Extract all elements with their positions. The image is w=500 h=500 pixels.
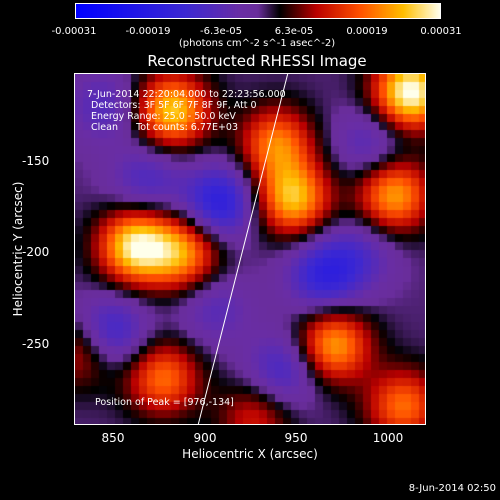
colorbar-tick: 6.3e-05 [274,26,314,37]
colorbar-units: (photons cm^-2 s^-1 asec^-2) [178,38,336,49]
x-tick-label: 850 [101,431,125,445]
counts-annotation: Clean Tot counts: 6.77E+03 [91,122,238,133]
y-tick-label: -200 [22,245,50,259]
peak-position-annotation: Position of Peak = [976,-134] [95,397,234,408]
colorbar-tick: -0.00031 [51,26,97,37]
y-axis-label: Heliocentric Y (arcsec) [11,181,25,317]
x-tick-label: 900 [193,431,217,445]
plot-area: 7-Jun-2014 22:20:04.000 to 22:23:56.000 … [74,73,426,425]
colorbar-tick: 0.00031 [420,26,462,37]
plot-overlay [197,74,289,424]
solar-limb-line [197,74,289,424]
x-tick-label: 950 [284,431,308,445]
x-axis-label: Heliocentric X (arcsec) [182,447,318,461]
colorbar-tick: -6.3e-05 [200,26,242,37]
detectors-annotation: Detectors: 3F 5F 6F 7F 8F 9F, Att 0 [91,100,257,111]
y-tick-label: -150 [22,154,50,168]
colorbar-tick: 0.00019 [346,26,388,37]
colorbar-tick: -0.00019 [125,26,171,37]
energy-range-annotation: Energy Range: 25.0 - 50.0 keV [91,111,236,122]
chart-title: Reconstructed RHESSI Image [147,52,367,70]
heatmap-image [75,74,425,424]
time-range-annotation: 7-Jun-2014 22:20:04.000 to 22:23:56.000 [87,89,286,100]
y-tick-label: -250 [22,337,50,351]
x-tick-label: 1000 [372,431,404,445]
colorbar [75,3,441,19]
footer-timestamp: 8-Jun-2014 02:50 [408,483,496,494]
